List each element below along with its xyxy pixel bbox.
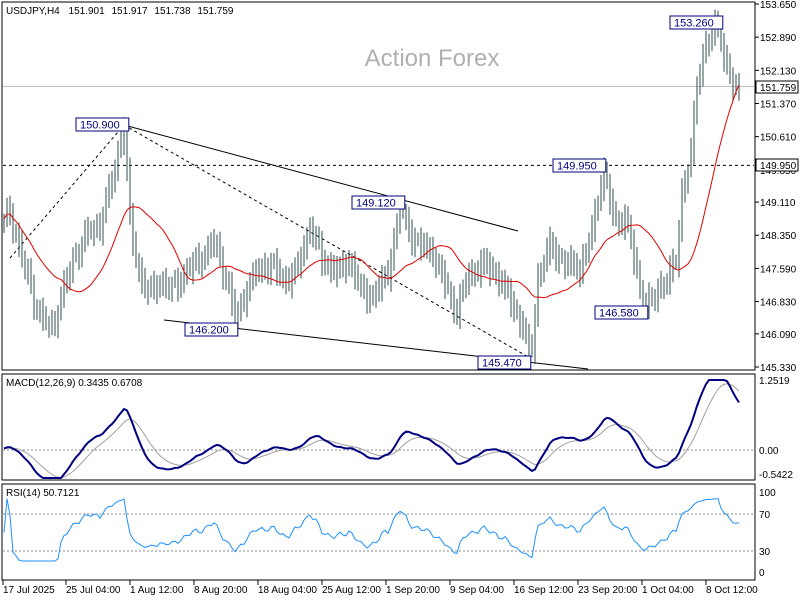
symbol-label: USDJPY,H4 [6, 6, 60, 17]
price-tick-label: 149.110 [760, 198, 796, 209]
annotation-label: 146.200 [189, 325, 229, 337]
current-price-label: 151.759 [760, 83, 797, 94]
annotation-box [75, 117, 130, 132]
price-tick-label: 150.610 [760, 133, 797, 144]
time-tick-label: 1 Aug 12:00 [130, 585, 184, 596]
rsi-tick-70: 70 [759, 510, 771, 521]
rsi-tick-100: 100 [759, 488, 776, 499]
annotation-label: 153.260 [674, 18, 714, 30]
macd-panel [1, 373, 756, 481]
price-tick-label: 153.650 [760, 0, 797, 11]
time-tick-label: 25 Jul 04:00 [66, 585, 121, 596]
time-tick-label: 8 Oct 12:00 [706, 585, 758, 596]
annotation-label: 150.900 [80, 120, 120, 132]
moving-average-line [3, 84, 740, 299]
high-value: 151.917 [111, 6, 148, 17]
time-tick-label: 1 Oct 04:00 [642, 585, 694, 596]
price-tick-label: 146.090 [760, 330, 797, 341]
macd-signal-line [3, 383, 740, 479]
price-tick-label: 148.350 [760, 231, 797, 242]
time-tick-label: 17 Jul 2025 [3, 585, 55, 596]
annotation-label: 149.950 [557, 161, 597, 173]
price-panel [1, 1, 756, 371]
macd-tick-min: -0.5422 [759, 470, 793, 481]
price-tick-label: 152.890 [760, 33, 797, 44]
annotation-box [477, 355, 532, 370]
candles [3, 9, 740, 365]
time-tick-label: 18 Aug 04:00 [258, 585, 317, 596]
macd-tick-max: 1.2519 [759, 376, 790, 387]
annotation-box [552, 158, 607, 173]
level-price-tag [755, 158, 799, 172]
symbol-ohlc-header: USDJPY,H4 151.901 151.917 151.738 151.75… [6, 6, 234, 17]
annotation-box [669, 15, 724, 30]
price-axis: 153.650152.890152.130151.370150.610149.8… [755, 0, 797, 374]
macd-tick-zero: 0.00 [759, 446, 779, 457]
annotation-box [351, 195, 406, 210]
time-tick-label: 23 Sep 20:00 [578, 585, 638, 596]
rsi-tick-30: 30 [759, 547, 771, 558]
annotation-box [594, 305, 649, 320]
price-tick-label: 146.830 [760, 298, 797, 309]
time-tick-label: 16 Sep 12:00 [514, 585, 574, 596]
time-tick-label: 1 Sep 20:00 [386, 585, 440, 596]
open-value: 151.901 [69, 6, 106, 17]
price-annotations: 150.900 149.120 146.200 145.470 149.950 153.2… [75, 15, 724, 370]
rsi-tick-0: 0 [759, 568, 765, 579]
time-axis: 17 Jul 2025 25 Jul 04:00 1 Aug 12:00 8 Aug … [2, 580, 758, 596]
price-tick-label: 147.590 [760, 264, 797, 275]
annotation-label: 146.580 [599, 308, 639, 320]
annotation-label: 149.120 [356, 198, 396, 210]
trendline-dashed-up [9, 124, 125, 259]
low-value: 151.738 [154, 6, 191, 17]
time-tick-label: 9 Sep 04:00 [450, 585, 504, 596]
rsi-label: RSI(14) 50.7121 [6, 488, 80, 499]
price-tick-label: 145.330 [760, 363, 797, 374]
trendline-dashed-down [123, 124, 531, 359]
watermark: Action Forex [365, 45, 500, 72]
price-tick-label: 151.370 [760, 99, 797, 110]
price-tick-label: 152.130 [760, 66, 797, 77]
macd-label: MACD(12,26,9) 0.3435 0.6708 [6, 378, 143, 389]
rsi-line [3, 498, 740, 562]
time-tick-label: 8 Aug 20:00 [194, 585, 248, 596]
time-tick-label: 25 Aug 12:00 [322, 585, 381, 596]
annotation-label: 145.470 [482, 358, 522, 370]
rsi-panel [1, 483, 756, 581]
level-price-label: 149.950 [760, 161, 797, 172]
annotation-box [184, 322, 239, 337]
trendline-channel-upper [123, 124, 519, 232]
macd-line [3, 379, 740, 479]
current-price-tag [755, 80, 799, 94]
close-value: 151.759 [197, 6, 234, 17]
